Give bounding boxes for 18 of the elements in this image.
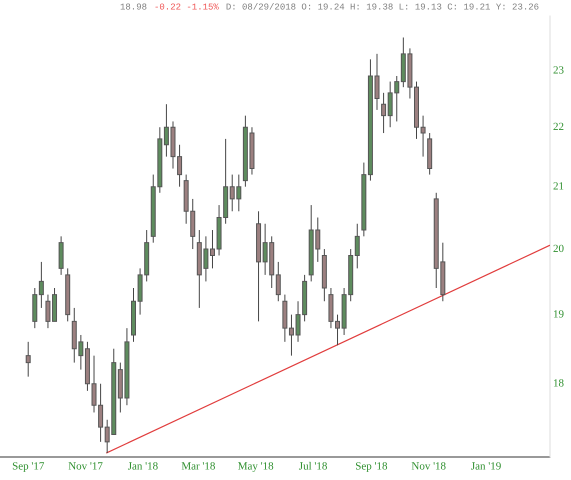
text: D: 08/29/2018 O: 19.24 H: 19.38 L: 19.13 C: 19.21 Y: 23.26 xyxy=(226,2,540,12)
x-tick-label: Jan '19 xyxy=(470,460,502,472)
x-tick-label: Sep '18 xyxy=(355,460,388,472)
x-tick-label: Nov '18 xyxy=(411,460,447,472)
text: -0.22 -1.15% xyxy=(154,2,220,12)
x-tick-label: Jan '18 xyxy=(128,460,159,472)
y-tick-label: 23 xyxy=(553,64,564,76)
x-tick-label: Sep '17 xyxy=(12,460,45,472)
y-tick-label: 21 xyxy=(553,180,564,193)
y-tick-label: 18 xyxy=(553,378,564,390)
x-tick-label: Jul '18 xyxy=(298,460,328,472)
y-tick-label: 22 xyxy=(553,121,564,134)
x-tick-label: Mar '18 xyxy=(181,460,216,472)
x-tick-label: May '18 xyxy=(238,460,274,472)
y-tick-label: 19 xyxy=(553,308,564,321)
text: 18.98 xyxy=(120,2,148,12)
x-tick-label: Nov '17 xyxy=(68,460,104,472)
y-tick-label: 20 xyxy=(553,242,564,255)
